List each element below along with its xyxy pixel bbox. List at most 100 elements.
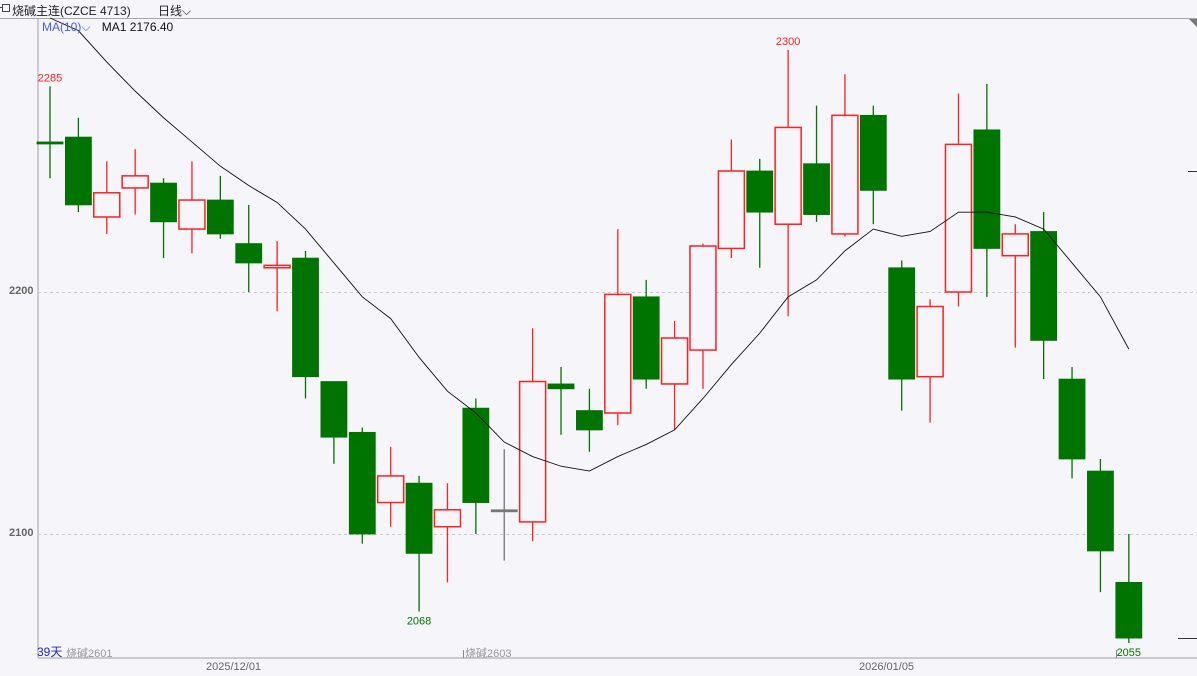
candle-body — [632, 296, 660, 380]
candle-body — [689, 245, 717, 351]
candle-body — [405, 482, 433, 554]
candle — [433, 483, 462, 583]
candle — [405, 475, 433, 612]
ma-selector[interactable]: MA(10)⌵ — [42, 20, 90, 34]
price-annotation: 2285 — [38, 72, 62, 84]
candle — [803, 105, 830, 222]
chart-header: 烧碱主连(CZCE 4713) 日线⌵ — [0, 0, 1197, 19]
price-annotation: 2300 — [776, 36, 800, 48]
price-annotation: 2068 — [407, 615, 431, 627]
ma-selector-label: MA(10) — [42, 20, 82, 34]
candle — [576, 388, 603, 452]
candle-body — [36, 141, 64, 145]
candle-body — [518, 380, 547, 523]
candle-body — [1058, 378, 1086, 460]
price-annotation: 2055 — [1117, 647, 1141, 659]
candle — [746, 158, 774, 268]
candle-body — [320, 381, 348, 438]
period-selector[interactable]: 日线⌵ — [158, 2, 191, 19]
candle-body — [859, 114, 887, 191]
candle-body — [973, 129, 1001, 249]
candle-body — [150, 182, 177, 223]
candle-body — [490, 509, 518, 513]
x-tick-label: 2025/12/01 — [206, 661, 262, 673]
candle — [1001, 224, 1030, 348]
candle — [774, 50, 802, 317]
candle — [348, 427, 376, 544]
candle-body — [717, 170, 746, 250]
candle-body — [547, 383, 575, 390]
candle — [859, 105, 887, 225]
candle — [235, 204, 263, 292]
instrument-title: 烧碱主连(CZCE 4713) — [12, 4, 131, 18]
candle-body — [64, 136, 92, 206]
candle-body — [93, 192, 121, 218]
candle — [206, 175, 234, 239]
candle-body — [433, 509, 462, 528]
candle-body — [888, 267, 916, 380]
candle-body — [292, 257, 319, 378]
chevron-down-icon: ⌵ — [81, 20, 91, 34]
candle — [178, 161, 206, 254]
candle-body — [263, 264, 291, 269]
candle-body — [1030, 231, 1058, 341]
candle-body — [1001, 233, 1030, 257]
candle — [263, 241, 291, 312]
candle — [490, 449, 518, 561]
candle-body — [660, 337, 689, 385]
candle — [1058, 367, 1086, 479]
candle — [292, 250, 319, 399]
candle — [916, 299, 944, 423]
candle — [632, 279, 660, 389]
candle — [1087, 458, 1114, 593]
candle — [717, 139, 746, 259]
candle-body — [206, 199, 234, 235]
candle — [320, 381, 348, 464]
contract-label: 烧碱2603 — [465, 648, 512, 660]
candle-body — [1087, 470, 1114, 552]
candle-body — [235, 243, 263, 264]
candle-body — [831, 114, 859, 235]
period-label: 日线 — [158, 4, 183, 18]
candle-body — [376, 475, 405, 504]
candle — [604, 229, 632, 426]
candle — [888, 260, 916, 411]
candle — [93, 161, 121, 234]
menu-icon[interactable] — [0, 4, 10, 12]
candle — [518, 328, 547, 542]
candle — [121, 149, 149, 215]
y-tick-label: 2200 — [9, 285, 34, 297]
candle — [462, 398, 490, 534]
candle-body — [803, 163, 830, 215]
candle — [831, 74, 859, 237]
candle — [150, 178, 177, 259]
candle — [944, 93, 973, 307]
ma-value: MA1 2176.40 — [101, 20, 174, 34]
candle-body — [462, 407, 490, 503]
candle — [36, 86, 64, 179]
candle-body — [916, 305, 944, 378]
candle-body — [1115, 582, 1143, 639]
candle-body — [604, 293, 632, 414]
candle-body — [348, 431, 376, 535]
candle — [376, 446, 405, 527]
candle — [1030, 212, 1058, 380]
corner-resize-icon[interactable] — [1189, 19, 1197, 27]
candle-body — [576, 410, 603, 431]
candle — [547, 367, 575, 435]
candle — [973, 83, 1001, 297]
indicator-legend: MA(10)⌵ MA1 2176.40 — [42, 20, 173, 35]
candle-body — [178, 199, 206, 230]
candle — [689, 243, 717, 389]
chevron-down-icon: ⌵ — [182, 4, 192, 18]
candle-body — [774, 126, 802, 225]
candle-body — [746, 170, 774, 213]
candle-body — [121, 175, 149, 189]
ma10-line — [49, 17, 1130, 472]
x-tick-label: 2026/01/05 — [859, 661, 915, 673]
contract-label: 烧碱2601 — [66, 648, 113, 660]
candle — [64, 117, 92, 213]
day-count: 39天 — [37, 645, 63, 659]
y-tick-label: 2100 — [9, 527, 34, 539]
